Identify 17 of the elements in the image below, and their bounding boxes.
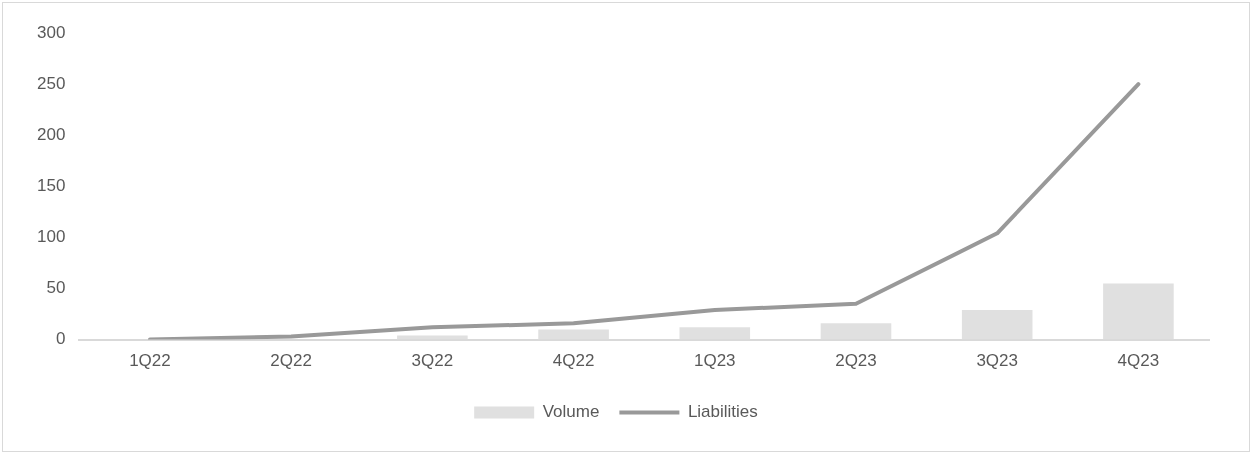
x-tick-label: 4Q22: [552, 351, 595, 371]
y-tick-label: 200: [36, 124, 66, 144]
legend-label: Liabilities: [687, 402, 758, 422]
x-tick-label: 1Q23: [693, 351, 736, 371]
y-tick-label: 100: [36, 227, 66, 247]
y-tick-label: 300: [36, 22, 66, 42]
y-tick-label: 150: [36, 175, 66, 195]
y-tick-label: 50: [46, 278, 66, 298]
y-tick-label: 0: [55, 329, 66, 349]
y-tick-label: 250: [36, 73, 66, 93]
x-tick-label: 3Q22: [411, 351, 454, 371]
x-tick-label: 1Q22: [129, 351, 171, 371]
legend-label: Volume: [542, 402, 600, 422]
x-tick-label: 4Q23: [1117, 351, 1160, 371]
x-tick-label: 2Q23: [835, 351, 877, 371]
x-tick-label: 3Q23: [976, 351, 1018, 371]
x-tick-label: 2Q22: [270, 351, 312, 371]
